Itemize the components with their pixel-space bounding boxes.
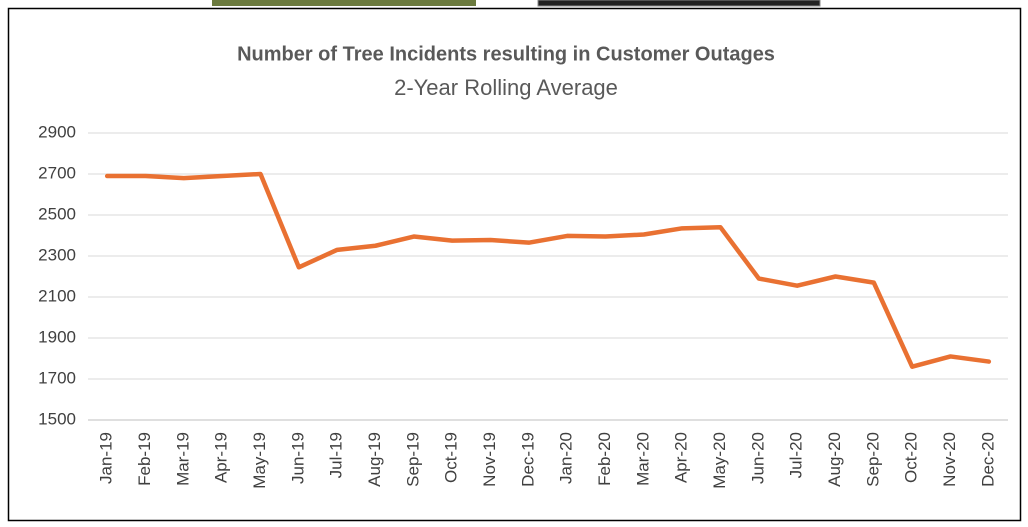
y-tick-label: 2100 (38, 286, 76, 305)
x-tick-label: Oct-19 (442, 432, 461, 483)
x-tick-label: Jul-19 (327, 432, 346, 478)
photo-strip (538, 0, 820, 6)
y-tick-label: 2900 (38, 122, 76, 141)
x-tick-label: Sep-20 (863, 432, 882, 487)
x-tick-label: Mar-20 (633, 432, 652, 486)
y-tick-label: 2500 (38, 204, 76, 223)
x-tick-label: Sep-19 (403, 432, 422, 487)
x-tick-label: Apr-20 (672, 432, 691, 483)
x-tick-label: May-19 (250, 432, 269, 489)
x-tick-label: Dec-20 (978, 432, 997, 487)
y-tick-label: 2700 (38, 163, 76, 182)
x-tick-label: Dec-19 (518, 432, 537, 487)
x-tick-label: Nov-19 (480, 432, 499, 487)
page: Number of Tree Incidents resulting in Cu… (0, 0, 1028, 522)
y-tick-label: 1500 (38, 409, 76, 428)
x-tick-label: Aug-20 (825, 432, 844, 487)
x-tick-label: Oct-20 (902, 432, 921, 483)
x-tick-label: Nov-20 (940, 432, 959, 487)
x-tick-label: Aug-19 (365, 432, 384, 487)
x-tick-label: Jul-20 (787, 432, 806, 478)
x-tick-label: Feb-19 (135, 432, 154, 486)
x-tick-label: Apr-19 (212, 432, 231, 483)
y-tick-label: 2300 (38, 245, 76, 264)
photo-strip (212, 0, 476, 6)
x-tick-label: Jun-19 (288, 432, 307, 484)
x-tick-label: Mar-19 (173, 432, 192, 486)
y-tick-label: 1900 (38, 327, 76, 346)
x-tick-label: May-20 (710, 432, 729, 489)
x-tick-label: Feb-20 (595, 432, 614, 486)
y-tick-label: 1700 (38, 368, 76, 387)
x-tick-label: Jan-20 (557, 432, 576, 484)
x-tick-label: Jan-19 (97, 432, 116, 484)
chart-title: Number of Tree Incidents resulting in Cu… (237, 43, 775, 65)
x-tick-label: Jun-20 (748, 432, 767, 484)
chart-subtitle: 2-Year Rolling Average (394, 75, 618, 100)
chart: Number of Tree Incidents resulting in Cu… (0, 0, 1028, 522)
